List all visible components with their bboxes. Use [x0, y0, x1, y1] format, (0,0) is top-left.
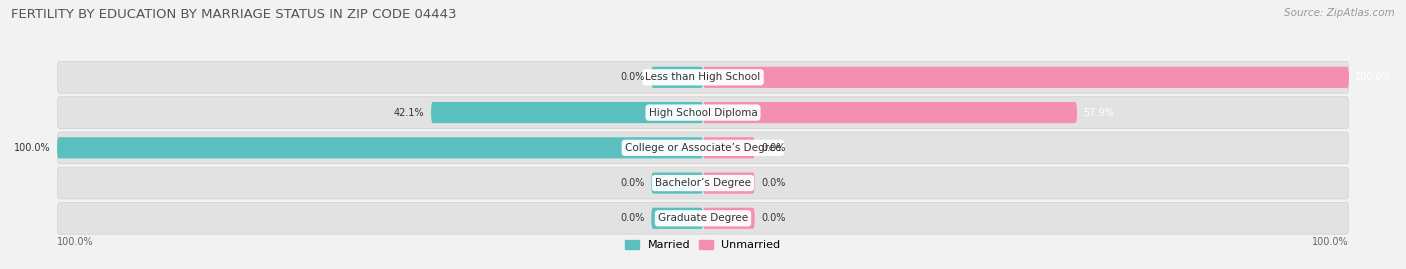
Text: 0.0%: 0.0%: [761, 178, 786, 188]
FancyBboxPatch shape: [651, 172, 703, 194]
FancyBboxPatch shape: [703, 208, 755, 229]
Text: Graduate Degree: Graduate Degree: [658, 213, 748, 223]
FancyBboxPatch shape: [58, 203, 1348, 234]
Text: College or Associate’s Degree: College or Associate’s Degree: [624, 143, 782, 153]
FancyBboxPatch shape: [703, 137, 755, 158]
FancyBboxPatch shape: [58, 62, 1348, 93]
FancyBboxPatch shape: [432, 102, 703, 123]
FancyBboxPatch shape: [703, 102, 1077, 123]
FancyBboxPatch shape: [58, 137, 703, 158]
Text: Source: ZipAtlas.com: Source: ZipAtlas.com: [1284, 8, 1395, 18]
Text: 0.0%: 0.0%: [761, 143, 786, 153]
Text: Bachelor’s Degree: Bachelor’s Degree: [655, 178, 751, 188]
FancyBboxPatch shape: [58, 97, 1348, 128]
FancyBboxPatch shape: [651, 67, 703, 88]
FancyBboxPatch shape: [58, 132, 1348, 164]
Text: 57.9%: 57.9%: [1084, 108, 1114, 118]
FancyBboxPatch shape: [703, 172, 755, 194]
Text: 100.0%: 100.0%: [14, 143, 51, 153]
FancyBboxPatch shape: [651, 208, 703, 229]
Text: 100.0%: 100.0%: [1355, 72, 1392, 82]
Text: 100.0%: 100.0%: [1312, 237, 1348, 247]
FancyBboxPatch shape: [703, 67, 1348, 88]
Legend: Married, Unmarried: Married, Unmarried: [623, 238, 783, 253]
Text: 100.0%: 100.0%: [58, 237, 94, 247]
Text: 0.0%: 0.0%: [620, 178, 645, 188]
Text: 0.0%: 0.0%: [620, 72, 645, 82]
Text: 0.0%: 0.0%: [620, 213, 645, 223]
Text: Less than High School: Less than High School: [645, 72, 761, 82]
Text: High School Diploma: High School Diploma: [648, 108, 758, 118]
Text: 42.1%: 42.1%: [394, 108, 425, 118]
FancyBboxPatch shape: [58, 167, 1348, 199]
Text: 0.0%: 0.0%: [761, 213, 786, 223]
Text: FERTILITY BY EDUCATION BY MARRIAGE STATUS IN ZIP CODE 04443: FERTILITY BY EDUCATION BY MARRIAGE STATU…: [11, 8, 457, 21]
